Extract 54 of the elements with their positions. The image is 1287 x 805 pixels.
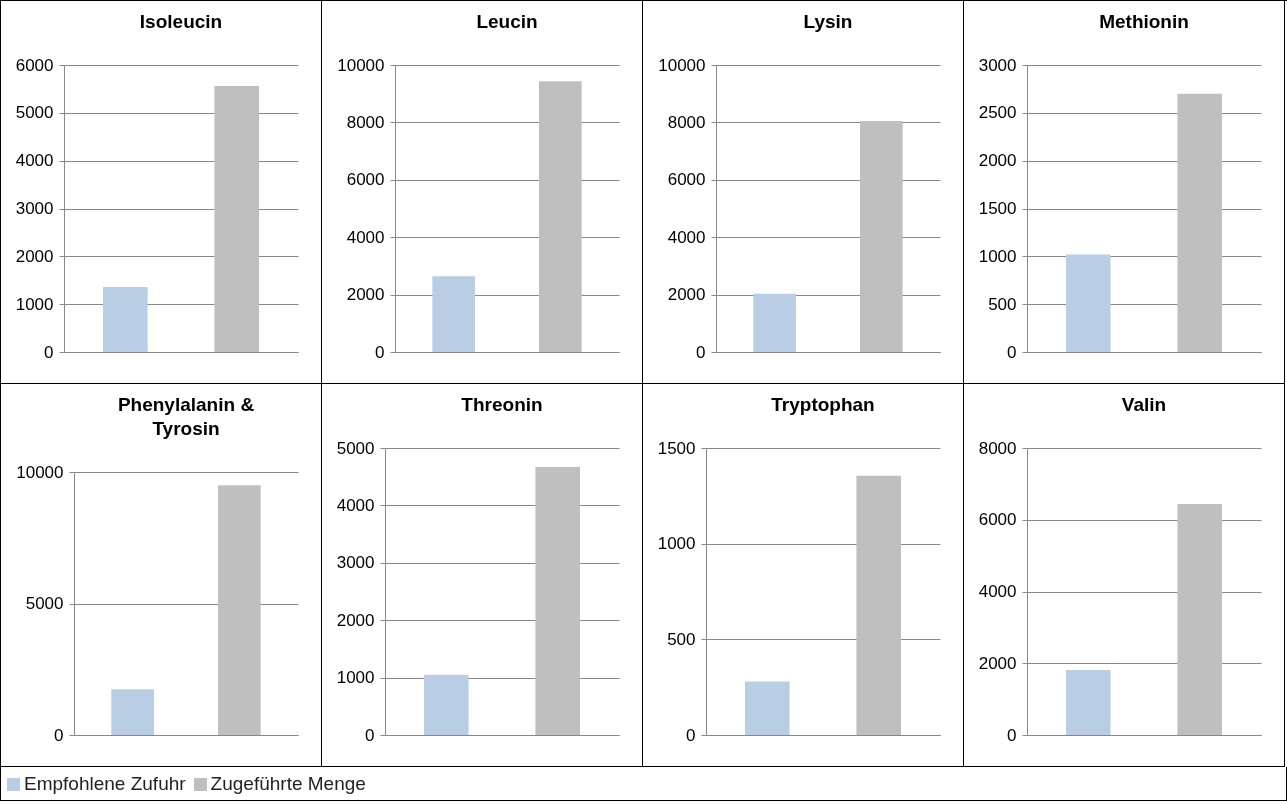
y-tick-label: 10000 (16, 462, 64, 482)
y-tick-label: 6000 (667, 170, 706, 190)
y-tick-label: 2000 (978, 151, 1017, 171)
chart-title: Phenylalanin & Tyrosin (117, 394, 255, 439)
y-tick-label: 3000 (336, 553, 375, 573)
y-tick-label: 1000 (336, 668, 375, 688)
y-tick-label: 6000 (15, 55, 54, 75)
chart-title: Threonin (461, 394, 543, 415)
y-tick-label: 3000 (978, 55, 1017, 75)
chart-title: Valin (1121, 394, 1167, 415)
y-tick-label: 0 (54, 725, 64, 745)
y-tick-label: 0 (365, 725, 375, 745)
y-tick-label: 0 (696, 342, 706, 362)
y-tick-label: 0 (1007, 342, 1017, 362)
y-tick-label: 4000 (978, 582, 1017, 601)
y-tick-label: 0 (375, 342, 385, 362)
chart-title: Tryptophan (771, 394, 875, 415)
y-tick-label: 6000 (346, 170, 385, 190)
y-tick-label: 2000 (15, 246, 54, 266)
y-tick-label: 2000 (978, 653, 1017, 673)
y-tick-label: 0 (44, 342, 54, 362)
y-tick-label: 0 (1007, 725, 1017, 745)
y-tick-label: 10000 (658, 55, 706, 75)
y-tick-label: 1000 (15, 294, 54, 314)
chart-title: Lysin (803, 11, 853, 32)
y-tick-label: 5000 (15, 103, 54, 123)
y-tick-label: 5000 (25, 594, 64, 613)
y-tick-label: 8000 (346, 112, 385, 132)
y-tick-label: 4000 (336, 495, 375, 515)
y-tick-label: 8000 (978, 438, 1017, 458)
y-tick-label: 1500 (978, 199, 1017, 218)
y-tick-label: 1500 (657, 438, 696, 458)
legend-label: Empfohlene Zufuhr (23, 772, 186, 795)
y-tick-label: 2000 (667, 285, 706, 305)
y-tick-label: 5000 (336, 438, 375, 458)
y-tick-label: 4000 (346, 227, 385, 247)
y-tick-label: 2000 (346, 285, 385, 305)
chart-title: Methionin (1099, 11, 1189, 32)
y-tick-label: 4000 (667, 227, 706, 247)
y-tick-label: 500 (667, 629, 696, 649)
chart-title: Isoleucin (139, 11, 223, 32)
y-tick-label: 2500 (978, 103, 1017, 123)
y-tick-label: 2000 (336, 610, 375, 630)
y-tick-label: 3000 (15, 199, 54, 218)
y-tick-label: 0 (686, 725, 696, 745)
chart-title: Leucin (476, 11, 538, 32)
y-tick-label: 4000 (15, 151, 54, 171)
legend-label: Zugeführte Menge (209, 772, 366, 795)
y-tick-label: 8000 (667, 112, 706, 132)
y-tick-label: 10000 (337, 55, 385, 75)
y-tick-label: 1000 (978, 246, 1017, 266)
y-tick-label: 6000 (978, 510, 1017, 530)
y-tick-label: 500 (988, 294, 1017, 314)
y-tick-label: 1000 (657, 534, 696, 554)
